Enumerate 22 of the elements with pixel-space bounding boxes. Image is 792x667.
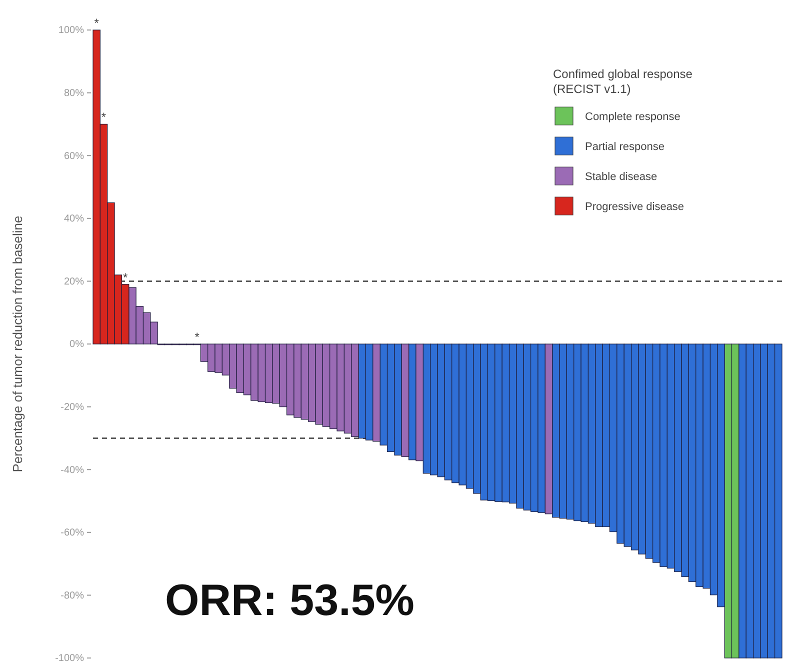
y-tick-label: -20% bbox=[60, 402, 84, 413]
y-tick-label: -40% bbox=[60, 464, 84, 476]
annotation: * bbox=[94, 16, 100, 30]
annotation: * bbox=[194, 330, 200, 344]
annotation: ORR: 53.5% bbox=[165, 576, 414, 625]
legend-label: Stable disease bbox=[585, 171, 658, 183]
y-tick-label: 60% bbox=[64, 150, 84, 162]
y-tick-label: -100% bbox=[55, 653, 84, 664]
legend-label: Complete response bbox=[585, 111, 680, 123]
y-tick-label: 40% bbox=[64, 214, 84, 225]
y-tick-label: 100% bbox=[58, 25, 84, 36]
annotation: * bbox=[122, 270, 128, 284]
annotation: * bbox=[101, 110, 106, 124]
y-tick-label: 20% bbox=[64, 276, 84, 288]
y-tick-label: 0% bbox=[70, 339, 84, 350]
y-tick-label: 80% bbox=[64, 88, 84, 99]
y-tick-label: -60% bbox=[60, 528, 84, 539]
legend-label: Partial response bbox=[585, 141, 664, 153]
y-tick-label: -80% bbox=[60, 590, 84, 602]
legend-title: Confimed global response (RECIST v1.1) bbox=[553, 67, 693, 96]
legend-label: Progressive disease bbox=[585, 201, 684, 213]
y-axis-title: Percentage of tumor reduction from baseline bbox=[10, 216, 25, 472]
